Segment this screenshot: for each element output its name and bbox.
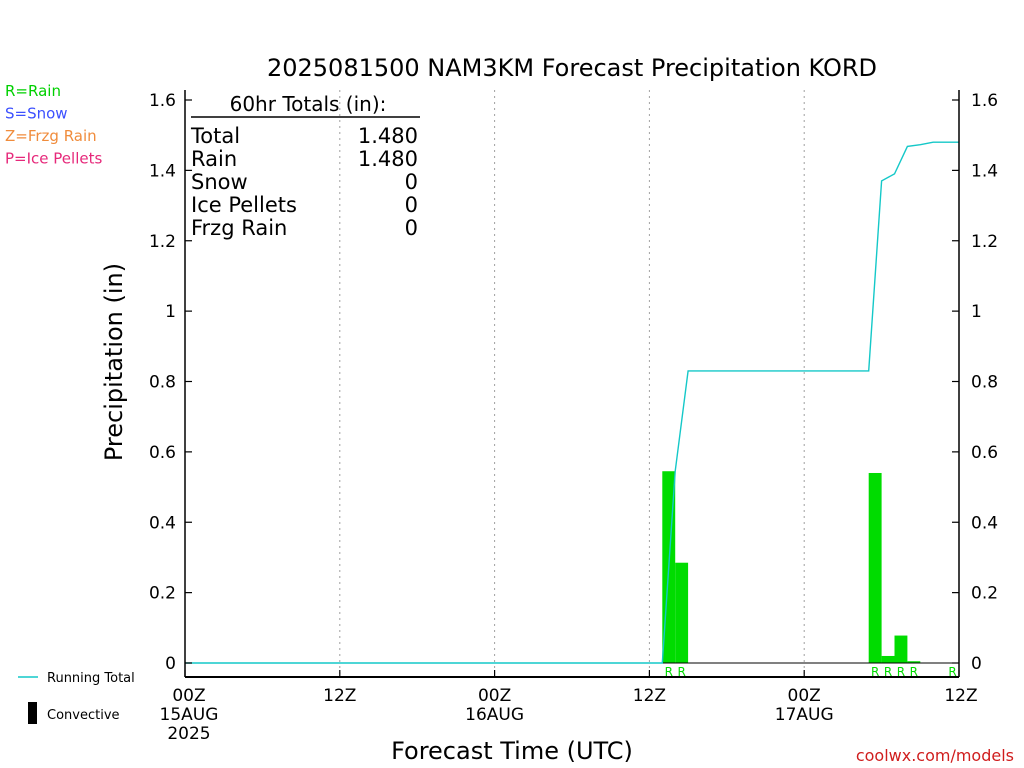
y-tick-label-left: 1.4 [149,161,176,181]
totals-header: 60hr Totals (in): [230,92,387,116]
precip-bar [868,472,882,663]
bar-ptype-label: R [871,665,879,679]
x-tick-label: 00Z [172,686,205,706]
bar-ptype-label: R [897,665,905,679]
x-tick-label: 00Z [788,686,821,706]
totals-row-value: 0 [405,193,418,217]
x-axis-label: Forecast Time (UTC) [391,737,633,765]
x-tick-date: 16AUG [465,705,524,725]
bar-ptype-label: R [948,665,956,679]
chart-title: 2025081500 NAM3KM Forecast Precipitation… [267,54,877,82]
totals-row-value: 0 [405,216,418,240]
totals-row-value: 1.480 [358,147,418,171]
bar-ptype-label: R [665,665,673,679]
bar-ptype-label: R [677,665,685,679]
totals-box: 60hr Totals (in): Total 1.480 Rain 1.480 Sno… [190,92,420,240]
totals-row-value: 1.480 [358,124,418,148]
bar-ptype-label: R [884,665,892,679]
ptype-legend-item: S=Snow [5,105,68,123]
x-tick-label: 12Z [944,686,977,706]
precip-bar [881,655,895,663]
precip-bars [662,471,921,663]
y-tick-label-left: 0.4 [149,513,176,533]
running-total-legend-label: Running Total [47,671,135,686]
ptype-legend-item: Z=Frzg Rain [5,127,97,145]
y-tick-label-right: 0.6 [971,443,998,463]
precip-bar [894,635,908,663]
running-total-line [185,141,959,664]
y-tick-label-left: 0.2 [149,584,176,604]
totals-row-label: Total [190,124,240,148]
y-axis-label: Precipitation (in) [100,263,128,461]
x-tick-label: 12Z [323,686,356,706]
convective-legend-swatch [28,702,37,724]
y-tick-label-left: 0.8 [149,373,176,393]
y-tick-label-left: 1.6 [149,91,176,111]
x-tick-date: 17AUG [775,705,834,725]
y-tick-label-left: 1.2 [149,232,176,252]
ptype-legend-item: P=Ice Pellets [5,150,102,168]
y-tick-label-right: 1.4 [971,161,998,181]
convective-legend-label: Convective [47,708,120,723]
precip-bar [907,661,921,663]
y-tick-label-right: 0 [971,654,982,674]
totals-row-label: Snow [191,170,248,194]
y-tick-label-left: 0 [165,654,176,674]
vertical-gridlines [339,90,805,677]
x-tick-year: 2025 [167,724,210,744]
y-tick-label-left: 1 [165,302,176,322]
y-tick-label-right: 0.4 [971,513,998,533]
precip-type-legend: R=Rain S=Snow Z=Frzg Rain P=Ice Pellets [5,82,102,168]
x-tick-date: 15AUG [160,705,219,725]
y-tick-label-right: 0.2 [971,584,998,604]
credit-text: coolwx.com/models [856,746,1014,765]
ptype-legend-item: R=Rain [5,82,61,100]
y-tick-label-right: 1 [971,302,982,322]
y-tick-label-right: 0.8 [971,373,998,393]
totals-rows: Total 1.480 Rain 1.480 Snow 0 Ice Pellets 0 Frzg… [190,124,418,240]
plot-frame [184,90,960,678]
totals-row-value: 0 [405,170,418,194]
totals-row-label: Frzg Rain [191,216,287,240]
totals-row-label: Ice Pellets [191,193,297,217]
y-axis-ticks: 0 00.2 0.20.4 0.40.6 0.60.8 0.81 11.2 1.21.4 1.4… [149,91,998,674]
x-tick-label: 00Z [478,686,511,706]
bar-ptype-label: R [910,665,918,679]
totals-row-label: Rain [191,147,237,171]
y-tick-label-left: 0.6 [149,443,176,463]
y-tick-label-right: 1.2 [971,232,998,252]
precip-bar [675,562,689,663]
x-tick-label: 12Z [633,686,666,706]
y-tick-label-right: 1.6 [971,91,998,111]
